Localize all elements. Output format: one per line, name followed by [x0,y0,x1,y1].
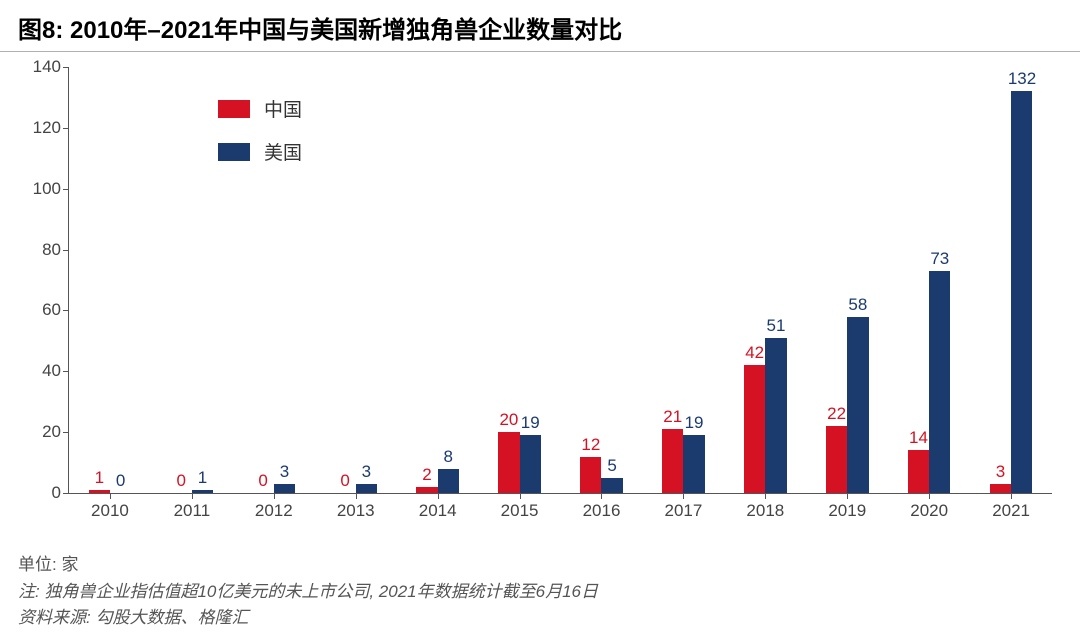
bar-label-usa: 58 [844,295,872,315]
x-tick-mark [847,493,848,499]
bar-usa [520,435,541,493]
y-tick-mark [63,432,69,433]
x-group: 20184251 [724,67,806,493]
x-group: 20172119 [642,67,724,493]
bar-label-usa: 3 [352,462,380,482]
bar-china [662,429,683,493]
legend-item-usa: 美国 [218,138,302,165]
x-group: 201428 [397,67,479,493]
x-tick-label: 2018 [724,501,806,521]
x-tick-label: 2014 [397,501,479,521]
bar-usa [765,338,786,493]
y-tick-mark [63,493,69,494]
legend-item-china: 中国 [218,95,302,122]
footer-unit: 单位: 家 [18,552,1062,578]
x-tick-mark [274,493,275,499]
bar-usa [356,484,377,493]
x-tick-label: 2010 [69,501,151,521]
x-tick-mark [438,493,439,499]
bar-label-usa: 19 [680,413,708,433]
bar-usa [274,484,295,493]
bar-usa [438,469,459,493]
x-tick-label: 2017 [642,501,724,521]
bar-label-usa: 51 [762,316,790,336]
bar-label-usa: 8 [434,447,462,467]
chart-title: 图8: 2010年–2021年中国与美国新增独角兽企业数量对比 [0,0,1080,52]
x-tick-label: 2015 [479,501,561,521]
bar-usa [929,271,950,493]
footer-note: 注: 独角兽企业指估值超10亿美元的未上市公司, 2021年数据统计截至6月16… [18,579,1062,605]
y-tick-label: 0 [19,483,61,503]
x-group: 20152019 [479,67,561,493]
x-tick-label: 2020 [888,501,970,521]
x-tick-label: 2013 [315,501,397,521]
x-tick-mark [683,493,684,499]
bar-china [990,484,1011,493]
legend-label-china: 中国 [264,95,302,122]
bar-usa [601,478,622,493]
x-tick-mark [520,493,521,499]
chart-container: 2010102011012012032013032014282015201920… [18,62,1062,524]
y-tick-label: 120 [19,118,61,138]
x-tick-mark [929,493,930,499]
bar-usa [1011,91,1032,493]
x-tick-mark [110,493,111,499]
bar-label-usa: 5 [598,456,626,476]
y-tick-label: 60 [19,300,61,320]
x-tick-label: 2011 [151,501,233,521]
y-tick-mark [63,67,69,68]
legend-swatch-usa [218,143,250,161]
bar-label-usa: 1 [189,468,217,488]
bar-label-usa: 132 [1008,69,1036,89]
x-tick-label: 2019 [806,501,888,521]
bar-label-usa: 3 [271,462,299,482]
bar-label-usa: 73 [926,249,954,269]
plot-area: 2010102011012012032013032014282015201920… [68,67,1052,494]
x-group: 201010 [69,67,151,493]
bar-china [498,432,519,493]
y-tick-mark [63,371,69,372]
x-tick-label: 2016 [561,501,643,521]
bar-label-china: 12 [577,435,605,455]
y-tick-mark [63,310,69,311]
legend-label-usa: 美国 [264,138,302,165]
x-tick-mark [765,493,766,499]
x-groups: 2010102011012012032013032014282015201920… [69,67,1052,493]
chart-footer: 单位: 家 注: 独角兽企业指估值超10亿美元的未上市公司, 2021年数据统计… [18,552,1062,631]
x-group: 20213132 [970,67,1052,493]
bar-china [826,426,847,493]
x-group: 20192258 [806,67,888,493]
bar-china [744,365,765,493]
x-tick-label: 2021 [970,501,1052,521]
bar-usa [192,490,213,493]
x-tick-label: 2012 [233,501,315,521]
bar-usa [847,317,868,493]
legend: 中国 美国 [218,95,302,181]
legend-swatch-china [218,100,250,118]
y-tick-label: 20 [19,422,61,442]
y-tick-mark [63,250,69,251]
y-tick-label: 40 [19,361,61,381]
bar-china [908,450,929,493]
x-group: 20201473 [888,67,970,493]
y-tick-label: 80 [19,240,61,260]
bar-label-usa: 0 [107,471,135,491]
x-group: 201303 [315,67,397,493]
x-tick-mark [1011,493,1012,499]
bar-usa [683,435,704,493]
x-tick-mark [356,493,357,499]
y-tick-mark [63,189,69,190]
y-tick-label: 140 [19,57,61,77]
y-tick-label: 100 [19,179,61,199]
footer-source: 资料来源: 勾股大数据、格隆汇 [18,605,1062,631]
x-group: 2016125 [561,67,643,493]
x-tick-mark [192,493,193,499]
bar-china [416,487,437,493]
bar-label-usa: 19 [516,413,544,433]
x-tick-mark [601,493,602,499]
y-tick-mark [63,128,69,129]
